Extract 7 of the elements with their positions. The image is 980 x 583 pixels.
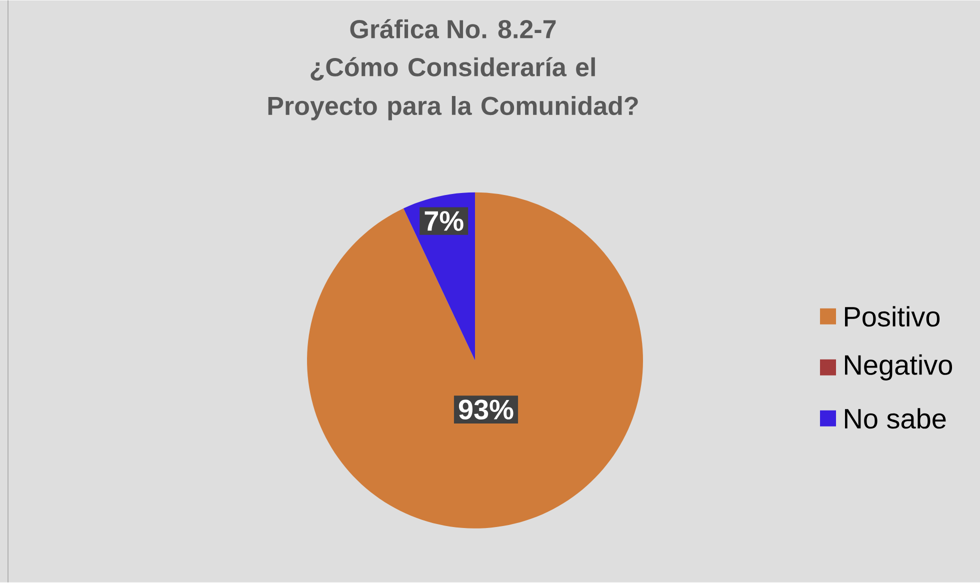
chart-title: Gráfica No. 8.2-7	[350, 19, 556, 39]
data-label: 7%	[424, 211, 464, 231]
legend-label: No sabe	[845, 408, 946, 429]
data-label: 93%	[458, 400, 514, 420]
legend-label: Negativo	[845, 354, 952, 381]
chart-subtitle: ¿Cómo Consideraría el Proyecto para la Comunidad?	[268, 57, 638, 120]
legend-label: Positivo	[845, 306, 940, 327]
